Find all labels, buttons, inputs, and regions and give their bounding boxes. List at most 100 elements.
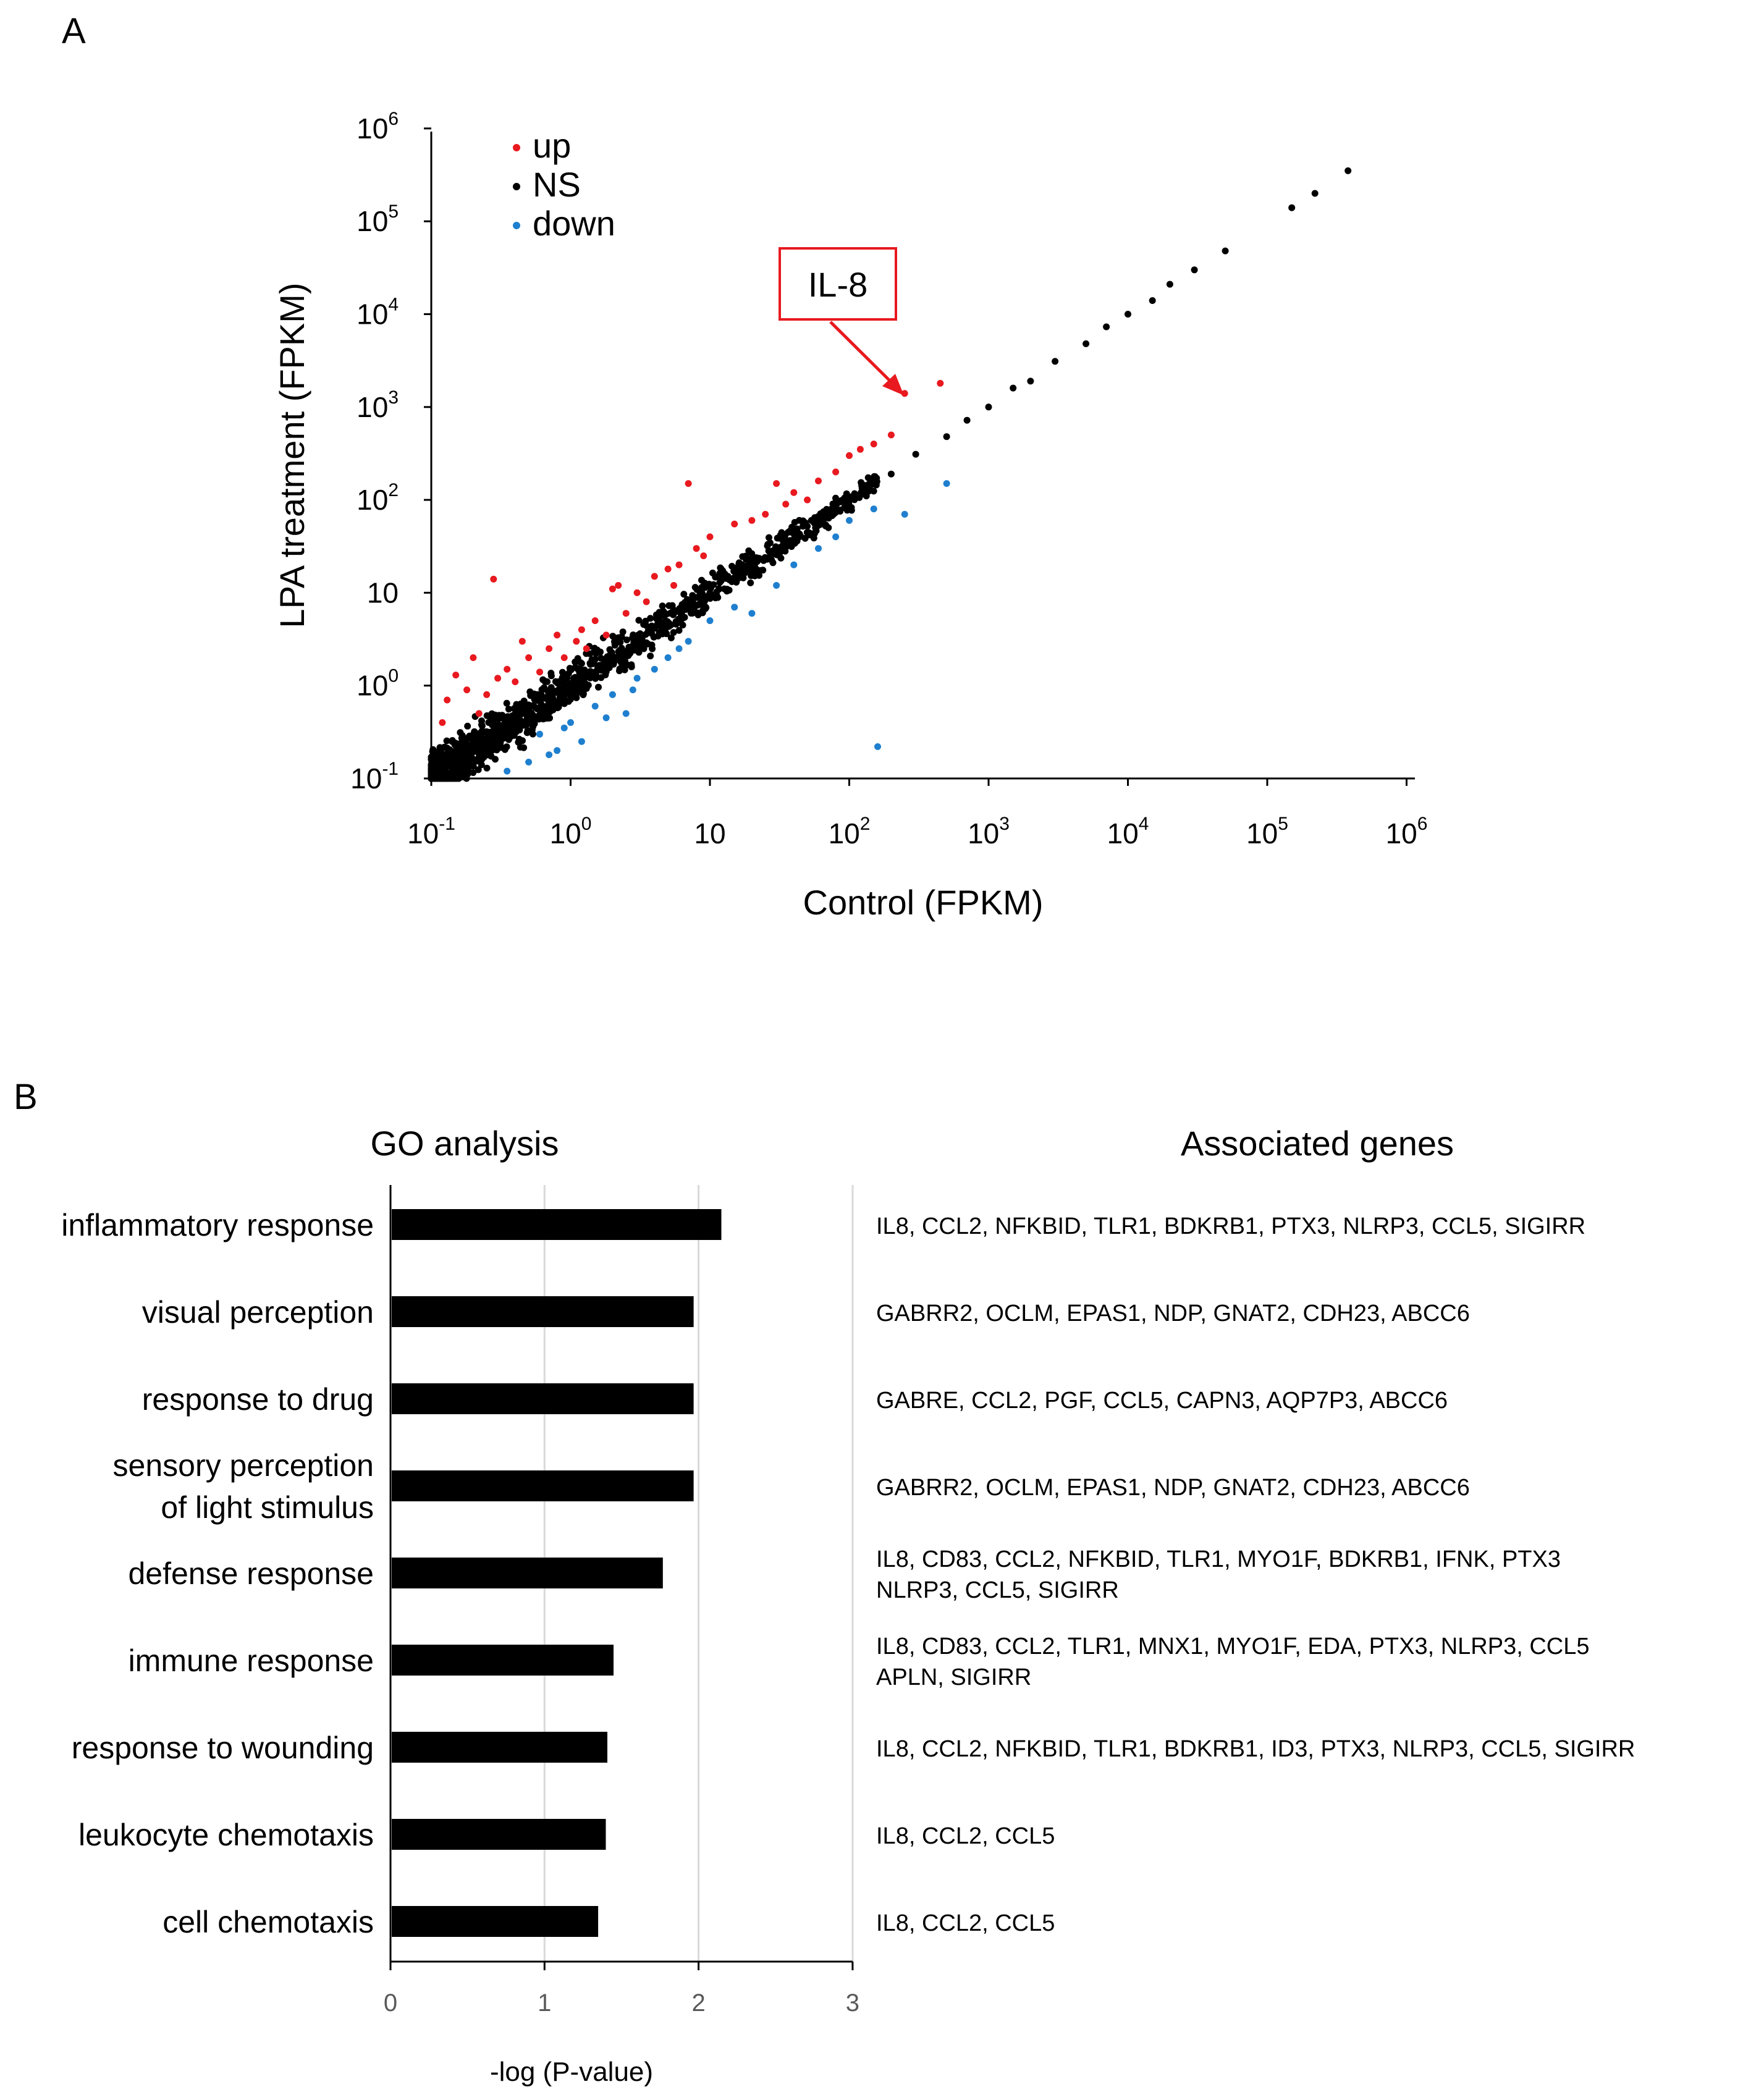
scatter-point-down bbox=[602, 714, 610, 722]
scatter-point-ns-cloud bbox=[816, 521, 824, 528]
scatter-point-up bbox=[546, 645, 553, 652]
scatter-point-up bbox=[670, 582, 677, 589]
scatter-point-ns-cloud bbox=[716, 579, 724, 586]
scatter-point-ns-cloud bbox=[523, 729, 531, 736]
scatter-point-ns-cloud bbox=[573, 675, 580, 683]
genes-header: Associated genes bbox=[1181, 1124, 1454, 1163]
scatter-point-down bbox=[706, 617, 714, 625]
scatter-point-ns-cloud bbox=[568, 688, 575, 696]
il8-callout: IL-8 bbox=[779, 247, 904, 395]
bar bbox=[392, 1296, 694, 1327]
scatter-point-ns-cloud bbox=[717, 565, 725, 573]
scatter-point-ns-cloud bbox=[663, 610, 670, 618]
scatter-point-ns-cloud bbox=[536, 712, 544, 719]
scatter-point-ns bbox=[706, 589, 714, 596]
scatter-point-ns-cloud bbox=[675, 615, 682, 623]
scatter-point-ns bbox=[804, 523, 811, 530]
scatter-point-up bbox=[439, 719, 446, 726]
scatter-point-up bbox=[846, 452, 853, 459]
scatter-point-down bbox=[525, 759, 533, 765]
scatter-point-ns-cloud bbox=[623, 636, 630, 644]
scatter-points bbox=[428, 167, 1352, 782]
scatter-point-up bbox=[554, 631, 561, 639]
scatter-point-down bbox=[560, 724, 568, 732]
scatter-point-down bbox=[554, 747, 561, 754]
scatter-point-ns-cloud bbox=[515, 738, 522, 746]
bar-chart-title: GO analysis bbox=[371, 1124, 559, 1163]
scatter-point-ns-cloud bbox=[483, 736, 490, 743]
scatter-point-down bbox=[675, 645, 683, 652]
scatter-point-ns-cloud bbox=[699, 595, 706, 602]
scatter-point-ns-cloud bbox=[439, 751, 447, 758]
scatter-point-ns-cloud bbox=[510, 705, 518, 712]
scatter-point-ns-cloud bbox=[841, 504, 848, 512]
category-label: sensory perception bbox=[113, 1448, 374, 1483]
scatter-point-ns-cloud bbox=[747, 579, 754, 586]
scatter-point-ns-cloud bbox=[444, 744, 451, 752]
scatter-point-up bbox=[832, 468, 840, 476]
scatter-plot: 10-1 100 10 102 103 104 105 106 10-1 100 10 102 103… bbox=[272, 109, 1427, 922]
scatter-point-ns bbox=[1166, 280, 1173, 288]
scatter-point-down bbox=[685, 638, 692, 645]
scatter-point-ns-cloud bbox=[781, 531, 788, 539]
scatter-point-ns-cloud bbox=[578, 660, 585, 667]
gene-list-line: IL8, CCL2, NFKBID, TLR1, BDKRB1, PTX3, N… bbox=[876, 1213, 1585, 1239]
scatter-point-ns bbox=[731, 575, 738, 583]
scatter-point-up bbox=[870, 441, 877, 448]
scatter-point-ns-cloud bbox=[678, 610, 685, 617]
scatter-point-ns-cloud bbox=[647, 652, 654, 660]
scatter-point-ns-cloud bbox=[635, 617, 643, 624]
gene-list-line: NLRP3, CCL5, SIGIRR bbox=[876, 1577, 1119, 1603]
scatter-point-ns-cloud bbox=[586, 650, 594, 657]
x-tick-label: 106 bbox=[1386, 814, 1428, 850]
scatter-point-ns-cloud bbox=[576, 667, 583, 673]
scatter-point-ns-cloud bbox=[466, 732, 473, 740]
y-tick-label: 100 bbox=[357, 666, 399, 702]
scatter-point-up bbox=[804, 496, 811, 504]
scatter-point-ns bbox=[470, 747, 477, 754]
bar-x-ticks: 0 1 2 3 bbox=[384, 1962, 859, 2017]
associated-genes: IL8, CCL2, NFKBID, TLR1, BDKRB1, PTX3, N… bbox=[876, 1213, 1635, 1936]
scatter-point-down bbox=[633, 675, 641, 682]
scatter-point-ns-cloud bbox=[694, 611, 702, 618]
legend-marker-down bbox=[513, 222, 520, 229]
scatter-point-up bbox=[518, 638, 526, 645]
scatter-point-ns-cloud bbox=[478, 721, 485, 728]
scatter-point-down bbox=[901, 510, 908, 518]
scatter-point-ns bbox=[1288, 204, 1296, 211]
scatter-point-ns-cloud bbox=[443, 737, 450, 744]
scatter-point-ns-cloud bbox=[478, 754, 485, 761]
scatter-point-ns-cloud bbox=[698, 584, 706, 591]
scatter-point-ns-cloud bbox=[487, 753, 495, 760]
scatter-point-up bbox=[512, 678, 519, 685]
scatter-point-down bbox=[832, 533, 840, 541]
scatter-point-ns-cloud bbox=[567, 696, 574, 703]
scatter-point-up bbox=[591, 617, 599, 625]
scatter-point-ns-cloud bbox=[626, 645, 633, 652]
scatter-point-down bbox=[504, 767, 511, 775]
y-tick-label: 10 bbox=[367, 576, 399, 609]
scatter-point-ns-cloud bbox=[620, 654, 628, 662]
x-tick-label: 105 bbox=[1246, 814, 1288, 850]
scatter-point-ns bbox=[494, 730, 502, 738]
scatter-point-up bbox=[609, 585, 616, 592]
scatter-point-ns-cloud bbox=[510, 732, 518, 739]
scatter-point-ns-cloud bbox=[465, 763, 473, 770]
scatter-point-ns-cloud bbox=[610, 658, 617, 665]
bar bbox=[392, 1819, 606, 1850]
bar-x-axis-label: -log (P-value) bbox=[490, 2057, 653, 2087]
bar bbox=[392, 1906, 599, 1937]
scatter-point-ns-cloud bbox=[870, 487, 877, 495]
category-label: immune response bbox=[129, 1643, 374, 1678]
scatter-point-ns-cloud bbox=[609, 633, 617, 640]
scatter-point-ns-cloud bbox=[581, 681, 589, 689]
scatter-point-ns-cloud bbox=[594, 646, 601, 654]
gene-list-line: IL8, CD83, CCL2, NFKBID, TLR1, MYO1F, BD… bbox=[876, 1546, 1561, 1572]
scatter-point-ns bbox=[1083, 340, 1090, 347]
scatter-point-up bbox=[664, 565, 672, 573]
category-label: of light stimulus bbox=[161, 1490, 374, 1525]
scatter-point-ns-cloud bbox=[808, 530, 816, 538]
scatter-point-up bbox=[887, 431, 895, 439]
bar bbox=[392, 1645, 614, 1676]
scatter-point-ns-cloud bbox=[825, 524, 832, 531]
